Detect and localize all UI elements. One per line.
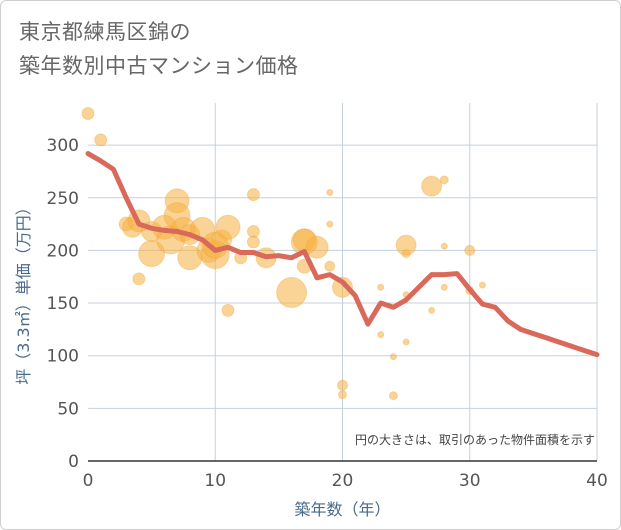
y-tick-label: 300 (47, 136, 79, 156)
data-bubble (421, 175, 443, 197)
data-bubble (464, 244, 476, 256)
data-bubble (337, 379, 348, 391)
data-bubble (377, 283, 385, 291)
x-tick-label: 40 (586, 471, 608, 491)
y-tick-label: 50 (57, 399, 79, 419)
data-bubble (478, 281, 486, 289)
data-bubble (332, 276, 353, 298)
data-bubble (215, 214, 241, 240)
data-bubble (440, 242, 448, 250)
data-bubble (324, 260, 336, 272)
y-tick-label: 0 (68, 452, 79, 472)
data-bubble (388, 391, 398, 401)
data-bubble (389, 353, 397, 361)
data-bubble (276, 277, 308, 309)
chart-note: 円の大きさは、取引のあった物件面積を示す (355, 432, 595, 447)
x-tick-label: 30 (459, 471, 481, 491)
data-bubble (402, 338, 410, 346)
y-tick-label: 100 (47, 347, 79, 367)
x-axis-label: 築年数（年） (294, 500, 390, 519)
y-tick-label: 200 (47, 241, 79, 261)
bubble-series (81, 107, 486, 401)
data-bubble (221, 303, 235, 317)
data-bubble (138, 240, 166, 268)
data-bubble (305, 235, 329, 259)
y-tick-label: 250 (47, 189, 79, 209)
data-bubble (428, 306, 436, 314)
data-bubble (81, 107, 95, 121)
x-tick-label: 10 (204, 471, 226, 491)
data-bubble (439, 175, 449, 185)
data-bubble (132, 272, 146, 286)
data-bubble (326, 220, 334, 228)
data-bubble (94, 133, 108, 147)
data-bubble (246, 188, 260, 202)
data-bubble (377, 331, 385, 339)
data-bubble (326, 189, 334, 196)
data-bubble (440, 283, 448, 291)
x-tick-label: 20 (332, 471, 354, 491)
title-line-2: 築年数別中古マンション価格 (19, 54, 299, 78)
data-bubble (401, 249, 411, 259)
title-line-1: 東京都練馬区錦の (19, 20, 191, 44)
data-bubble (338, 390, 347, 400)
y-tick-label: 150 (47, 294, 79, 314)
data-bubble (246, 235, 260, 249)
chart-title: 東京都練馬区錦の 築年数別中古マンション価格 (19, 15, 299, 83)
trend-series (85, 151, 600, 358)
axis-ticks: 0 50 100 150 200 250 300 0 10 20 30 40 (47, 136, 608, 491)
x-tick-label: 0 (83, 471, 94, 491)
trend-line (85, 151, 600, 358)
y-axis-label: 坪（3.3㎡）単価（万円） (14, 199, 33, 384)
